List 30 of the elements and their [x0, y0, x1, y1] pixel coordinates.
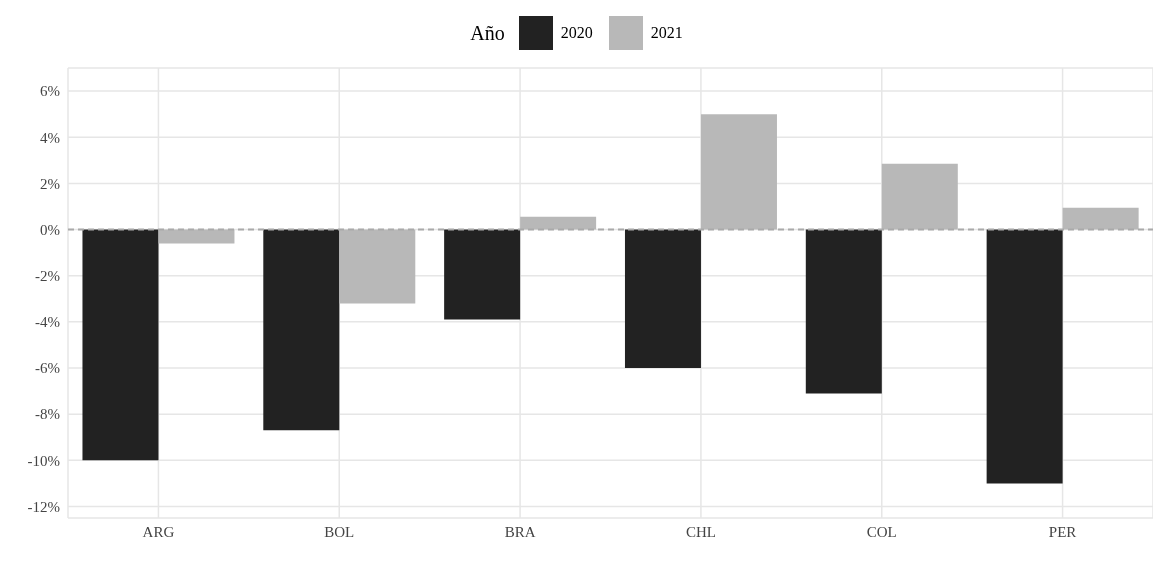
y-tick-label: 2%	[40, 175, 60, 192]
x-tick-label: PER	[1048, 523, 1077, 540]
x-tick-label: COL	[866, 523, 897, 540]
legend-label: 2020	[560, 24, 593, 42]
bar	[82, 229, 159, 461]
legend-label: 2021	[650, 24, 683, 42]
x-tick-label: BOL	[324, 523, 355, 540]
bar	[444, 229, 521, 320]
y-tick-label: -4%	[35, 314, 60, 331]
bar	[1062, 207, 1139, 230]
y-tick-label: 6%	[40, 83, 60, 100]
bar	[805, 229, 882, 394]
bar	[520, 216, 597, 230]
bar	[339, 229, 416, 304]
y-tick-label: -12%	[27, 498, 60, 515]
bar	[700, 114, 777, 230]
y-tick-label: -2%	[35, 268, 60, 285]
bar	[881, 163, 958, 230]
y-tick-label: 4%	[40, 129, 60, 146]
legend-title: Año	[470, 21, 505, 45]
y-tick-label: -8%	[35, 406, 60, 423]
x-tick-label: ARG	[142, 523, 175, 540]
y-tick-label: 0%	[40, 221, 60, 238]
bar	[263, 229, 340, 431]
bar	[624, 229, 701, 368]
y-tick-label: -6%	[35, 360, 60, 377]
y-tick-label: -10%	[27, 452, 60, 469]
x-tick-label: CHL	[685, 523, 716, 540]
bar	[986, 229, 1063, 484]
x-tick-label: BRA	[504, 523, 536, 540]
